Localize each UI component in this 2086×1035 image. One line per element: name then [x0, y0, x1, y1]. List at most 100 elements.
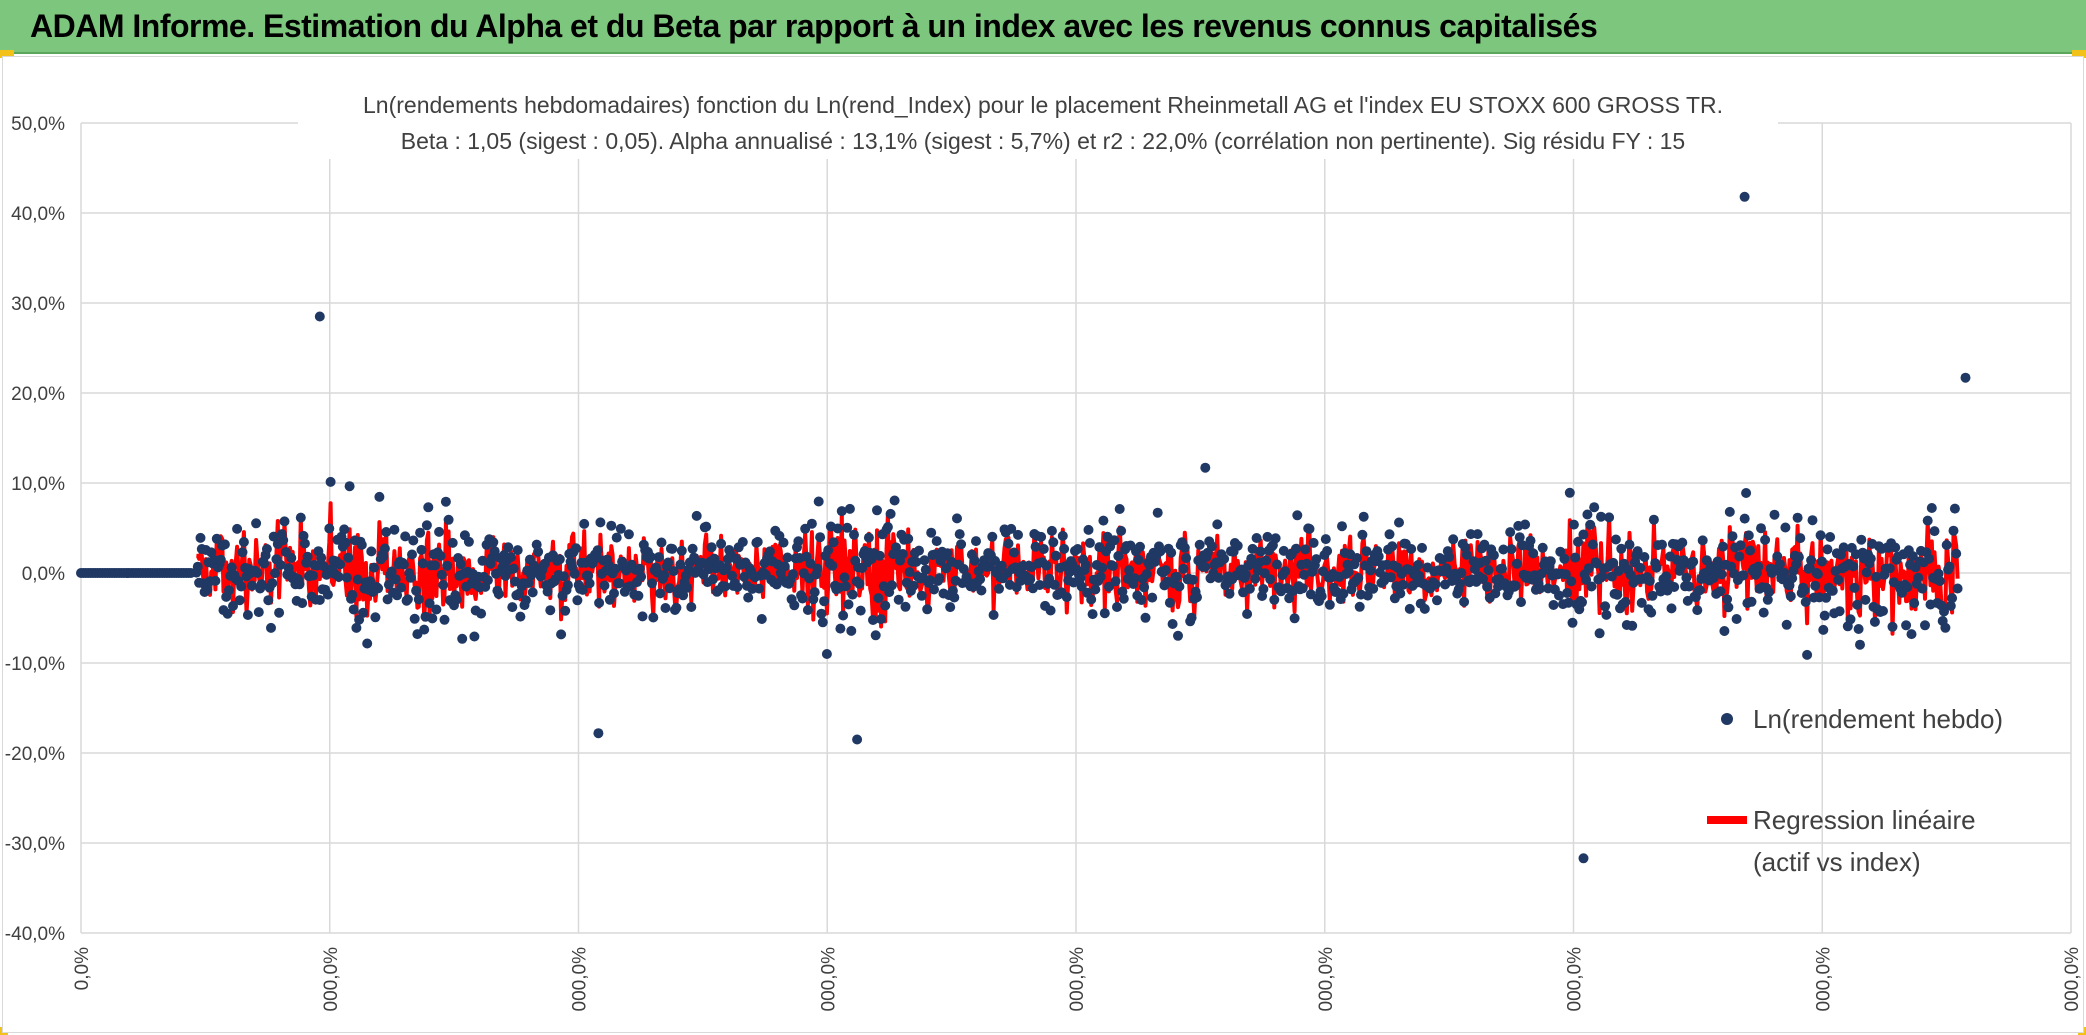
scatter-point	[274, 607, 285, 618]
y-tick-label: 30,0%	[11, 294, 65, 315]
y-tick-label: 0,0%	[22, 564, 65, 585]
scatter-point	[1365, 565, 1376, 576]
legend-label-scatter: Ln(rendement hebdo)	[1753, 704, 2003, 734]
scatter-point	[924, 575, 935, 586]
scatter-point	[542, 586, 553, 597]
scatter-point	[1385, 572, 1396, 583]
scatter-point	[545, 605, 556, 616]
scatter-point	[1414, 570, 1425, 581]
scatter-point	[994, 583, 1004, 594]
scatter-point	[1666, 603, 1677, 614]
scatter-point	[832, 523, 843, 534]
scatter-point	[386, 566, 397, 577]
scatter-point	[1545, 556, 1556, 567]
scatter-point	[952, 513, 962, 524]
scatter-point	[1480, 555, 1491, 566]
scatter-point	[1112, 602, 1122, 612]
scatter-point	[1387, 541, 1398, 552]
scatter-point	[344, 481, 355, 492]
scatter-point	[356, 539, 367, 550]
scatter-point	[1901, 620, 1912, 631]
scatter-point	[1432, 595, 1442, 606]
scatter-point	[1181, 553, 1192, 563]
scatter-point	[1482, 581, 1493, 592]
scatter-point	[1289, 613, 1300, 624]
scatter-point	[836, 506, 847, 517]
scatter-point	[1739, 191, 1750, 202]
scatter-point	[1834, 606, 1845, 617]
scatter-point	[423, 502, 434, 513]
scatter-point	[1265, 574, 1276, 585]
scatter-point	[1179, 542, 1190, 553]
scatter-point	[1852, 599, 1863, 610]
scatter-point	[294, 579, 305, 590]
scatter-point	[1362, 590, 1373, 601]
scatter-point	[1147, 592, 1158, 603]
scatter-point	[592, 545, 603, 556]
scatter-point	[562, 580, 573, 591]
scatter-point	[1806, 555, 1817, 566]
scatter-point	[1762, 594, 1773, 605]
scatter-point	[931, 536, 942, 547]
scatter-point	[813, 496, 824, 507]
x-tick-label: 000,0%	[2062, 947, 2083, 1012]
scatter-point	[847, 589, 858, 600]
scatter-point	[1632, 546, 1643, 557]
scatter-point	[958, 564, 969, 574]
x-tick-label: 000,0%	[1316, 947, 1337, 1012]
scatter-point	[1097, 562, 1108, 573]
scatter-point	[1200, 462, 1211, 473]
scatter-point	[1940, 622, 1951, 633]
scatter-point	[1368, 583, 1379, 594]
scatter-point	[482, 575, 493, 586]
scatter-point	[648, 612, 659, 623]
scatter-point	[1459, 596, 1470, 607]
scatter-point	[503, 542, 514, 553]
scatter-point	[579, 518, 590, 529]
scatter-point	[1046, 525, 1057, 536]
scatter-point	[1554, 590, 1564, 601]
scatter-point	[224, 585, 234, 596]
scatter-point	[872, 505, 882, 516]
scatter-point	[1219, 553, 1230, 564]
scatter-point	[335, 559, 346, 570]
scatter-point	[653, 552, 664, 563]
scatter-point	[1760, 534, 1771, 545]
scatter-point	[1644, 575, 1655, 586]
scatter-point	[1753, 561, 1764, 572]
scatter-point	[370, 612, 381, 623]
scatter-point	[1587, 539, 1598, 550]
scatter-point	[1280, 566, 1291, 577]
scatter-point	[686, 602, 697, 612]
scatter-point	[1113, 551, 1124, 561]
scatter-point	[1051, 550, 1061, 561]
scatter-point	[400, 531, 411, 542]
scatter-point	[1947, 593, 1958, 604]
scatter-point	[1212, 519, 1223, 530]
scatter-point	[1107, 560, 1118, 571]
scatter-point	[409, 613, 420, 624]
scatter-point	[920, 564, 931, 575]
scatter-point	[954, 529, 965, 540]
scatter-point	[477, 555, 488, 566]
scatter-point	[1657, 539, 1667, 550]
scatter-point	[1311, 554, 1322, 565]
x-tick-label: 000,0%	[1565, 947, 1586, 1012]
scatter-point	[1608, 557, 1619, 568]
scatter-point	[1354, 601, 1365, 612]
scatter-point	[362, 638, 373, 649]
scatter-point	[1625, 570, 1636, 581]
chart-subtitle: Beta : 1,05 (sigest : 0,05). Alpha annua…	[401, 128, 1685, 154]
scatter-point	[435, 550, 446, 561]
scatter-point	[390, 574, 401, 585]
scatter-point	[1139, 582, 1150, 593]
scatter-point	[1394, 517, 1404, 528]
scatter-point	[701, 521, 712, 532]
scatter-point	[1739, 513, 1750, 524]
scatter-point	[378, 551, 389, 562]
scatter-point	[1585, 519, 1596, 530]
scatter-point	[341, 572, 352, 583]
scatter-point	[1036, 531, 1047, 542]
scatter-point	[523, 578, 534, 588]
scatter-point	[709, 553, 720, 564]
